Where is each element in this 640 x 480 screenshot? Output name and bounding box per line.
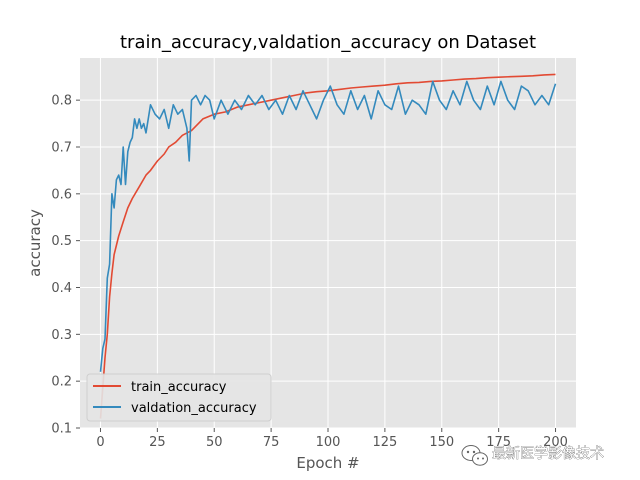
y-tick-label: 0.1 <box>51 422 72 437</box>
y-tick-label: 0.3 <box>51 328 72 343</box>
y-tick-label: 0.5 <box>51 234 72 249</box>
series-lines <box>99 73 557 419</box>
y-axis-label: accuracy <box>26 209 44 277</box>
y-axis-ticks: 0.1 0.2 0.3 0.4 0.5 0.6 0.7 0.8 <box>51 94 80 437</box>
x-tick-label: 25 <box>149 435 166 450</box>
y-tick-label: 0.8 <box>51 94 72 109</box>
y-tick-label: 0.7 <box>51 140 72 155</box>
series-line-validation-accuracy <box>99 80 557 372</box>
x-tick-label: 0 <box>96 435 104 450</box>
series-line-train-accuracy <box>99 73 556 419</box>
x-tick-label: 100 <box>316 435 341 450</box>
x-tick-label: 150 <box>429 435 454 450</box>
legend-label-validation: valdation_accuracy <box>131 401 257 416</box>
legend: train_accuracy valdation_accuracy <box>86 373 272 422</box>
x-axis-ticks: 0 25 50 75 100 125 150 175 200 <box>96 428 568 450</box>
x-tick-label: 75 <box>263 435 280 450</box>
chart-title: train_accuracy,valdation_accuracy on Dat… <box>120 32 536 53</box>
x-axis-label: Epoch # <box>296 454 359 472</box>
watermark-text: 最新医学影像技术 <box>492 446 604 462</box>
y-tick-label: 0.4 <box>51 281 72 296</box>
x-tick-label: 200 <box>543 435 568 450</box>
x-tick-label: 175 <box>486 435 511 450</box>
x-tick-label: 125 <box>372 435 397 450</box>
wechat-icon <box>461 445 488 466</box>
x-tick-label: 50 <box>206 435 223 450</box>
legend-box <box>86 373 272 422</box>
y-tick-label: 0.6 <box>51 187 72 202</box>
watermark: 最新医学影像技术 <box>461 445 604 466</box>
legend-label-train: train_accuracy <box>131 380 227 395</box>
y-tick-label: 0.2 <box>51 375 72 390</box>
